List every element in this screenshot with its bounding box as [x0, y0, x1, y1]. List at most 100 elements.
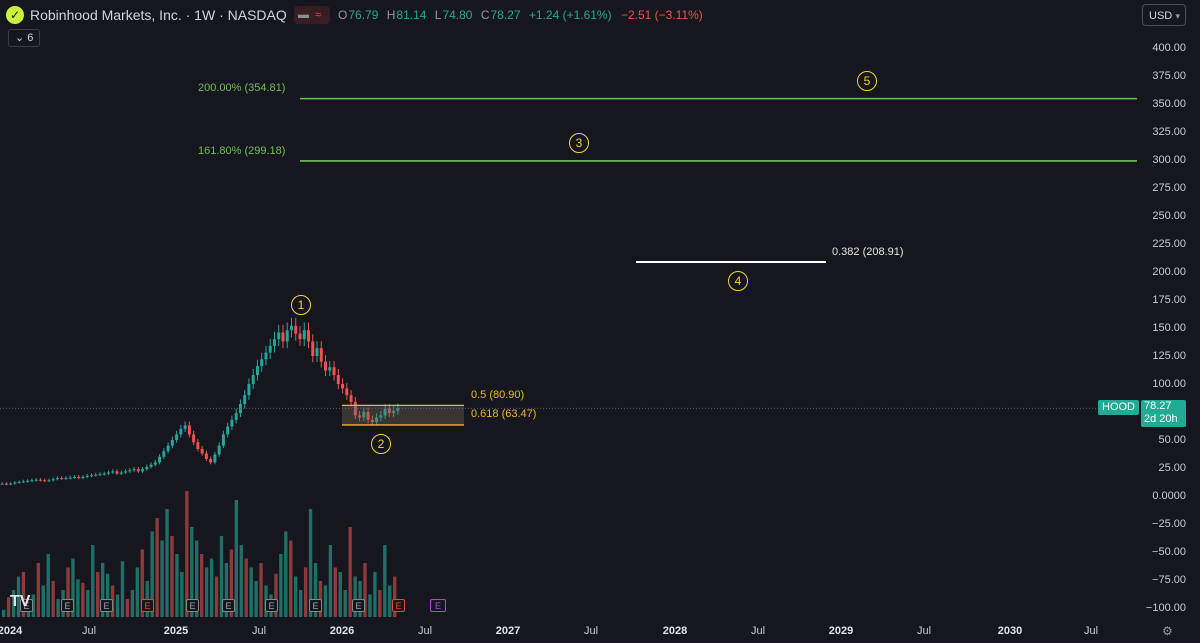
- currency-label: USD: [1149, 10, 1173, 22]
- time-axis[interactable]: 2024 Jul 2025 Jul 2026 Jul 2027 Jul 2028 Jul 2029 J…: [0, 622, 1200, 643]
- volume-bar: [66, 567, 70, 617]
- earnings-marker-icon[interactable]: E: [61, 599, 74, 612]
- wave-label-4[interactable]: 4: [728, 271, 748, 291]
- candle-body: [217, 445, 221, 455]
- earnings-marker-icon[interactable]: E: [100, 599, 113, 612]
- candle-body: [38, 479, 42, 481]
- volume-bar: [91, 545, 95, 617]
- candle-body: [179, 428, 183, 435]
- wave-label-1[interactable]: 1: [291, 295, 311, 315]
- price-tick: 250.00: [1152, 210, 1186, 222]
- fib-extension-label-200[interactable]: 200.00% (354.81): [198, 82, 286, 94]
- candle-body: [136, 469, 140, 472]
- volume-bar: [155, 518, 159, 617]
- candle-body: [213, 454, 217, 463]
- candle-body: [370, 419, 374, 423]
- fib-retracement-label-0618[interactable]: 0.618 (63.47): [471, 408, 537, 420]
- volume-bar: [96, 572, 100, 617]
- symbol-title[interactable]: Robinhood Markets, Inc. · 1W · NASDAQ: [30, 7, 287, 23]
- earnings-marker-icon[interactable]: E: [392, 599, 405, 612]
- earnings-marker-icon[interactable]: E: [265, 599, 278, 612]
- volume-bar: [175, 554, 179, 617]
- candle-body: [153, 462, 157, 465]
- volume-bar: [71, 558, 75, 617]
- bar-countdown: 2d 20h: [1144, 413, 1178, 425]
- candle-body: [85, 475, 89, 477]
- currency-select[interactable]: USD ▾: [1142, 4, 1186, 26]
- candle-body: [162, 451, 166, 457]
- time-tick-year: 2027: [495, 625, 521, 637]
- upcoming-earnings-marker-icon[interactable]: E: [430, 599, 446, 612]
- candle-body: [379, 415, 383, 418]
- time-tick-year: 2024: [0, 625, 23, 637]
- indicators-toggle[interactable]: ⌄ 6: [8, 29, 41, 47]
- candle-body: [60, 478, 64, 480]
- close-value: 78.27: [490, 8, 521, 22]
- candle-body: [77, 476, 81, 479]
- candle-body: [149, 464, 153, 467]
- candle-body: [366, 412, 370, 420]
- price-axis[interactable]: 400.00 375.00 350.00 325.00 300.00 275.00 250.…: [1139, 0, 1200, 625]
- last-price-value: 78.27: [1144, 400, 1172, 412]
- robinhood-feather-icon[interactable]: ✓: [6, 6, 24, 24]
- eye-off-icon[interactable]: ▬: [298, 9, 309, 21]
- price-tick: −25.00: [1152, 518, 1186, 530]
- earnings-marker-icon[interactable]: E: [186, 599, 199, 612]
- candle-body: [302, 330, 306, 340]
- volume-bar: [244, 558, 248, 617]
- change-value: +1.24 (+1.61%): [528, 8, 612, 22]
- gear-icon[interactable]: ⚙: [1162, 624, 1173, 638]
- candle-body: [132, 469, 136, 471]
- earnings-marker-icon[interactable]: E: [141, 599, 154, 612]
- candle-body: [221, 434, 225, 446]
- earnings-marker-icon[interactable]: E: [309, 599, 322, 612]
- candle-body: [281, 332, 285, 342]
- candle-body: [166, 445, 170, 452]
- price-tick: 150.00: [1152, 322, 1186, 334]
- visibility-toggle[interactable]: ▬ ≈: [294, 6, 330, 24]
- price-tick: 350.00: [1152, 98, 1186, 110]
- volume-bar: [135, 567, 139, 617]
- volume-bar: [308, 509, 313, 617]
- time-tick-year: 2025: [163, 625, 189, 637]
- earnings-marker-icon[interactable]: E: [20, 599, 33, 612]
- time-tick-year: 2028: [662, 625, 688, 637]
- candle-body: [341, 384, 345, 389]
- candle-body: [34, 479, 38, 481]
- volume-bar: [294, 576, 298, 617]
- candle-body: [392, 410, 396, 414]
- candle-body: [260, 359, 264, 367]
- candle-body: [247, 384, 251, 396]
- open-value: 76.79: [348, 8, 379, 22]
- volume-bar: [363, 563, 367, 617]
- fib-extension-label-161[interactable]: 161.80% (299.18): [198, 145, 286, 157]
- volume-bar: [209, 558, 214, 617]
- high-value: 81.14: [396, 8, 427, 22]
- wave-label-3[interactable]: 3: [569, 133, 589, 153]
- fib-retracement-label-0382[interactable]: 0.382 (208.91): [832, 246, 904, 258]
- candle-body: [51, 479, 55, 481]
- candle-body: [204, 453, 208, 460]
- wave-label-5[interactable]: 5: [857, 71, 877, 91]
- volume-bar: [105, 573, 110, 617]
- volume-bar: [180, 572, 184, 617]
- candle-body: [234, 413, 238, 420]
- earnings-marker-icon[interactable]: E: [352, 599, 365, 612]
- fib-retracement-label-05[interactable]: 0.5 (80.90): [471, 389, 525, 401]
- volume-bar: [195, 540, 199, 617]
- earnings-marker-icon[interactable]: E: [222, 599, 235, 612]
- volume-bar: [328, 545, 333, 617]
- price-tick: 325.00: [1152, 126, 1186, 138]
- candle-body: [55, 478, 59, 480]
- candle-body: [0, 483, 4, 485]
- candle-body: [285, 330, 289, 342]
- volume-bar: [160, 540, 164, 617]
- candle-body: [26, 480, 30, 482]
- volume-bar: [81, 582, 85, 617]
- volume-bar: [214, 576, 219, 617]
- wave-label-2[interactable]: 2: [371, 434, 391, 454]
- price-tick: −100.00: [1145, 602, 1186, 614]
- candle-body: [353, 401, 357, 416]
- candle-body: [17, 482, 21, 483]
